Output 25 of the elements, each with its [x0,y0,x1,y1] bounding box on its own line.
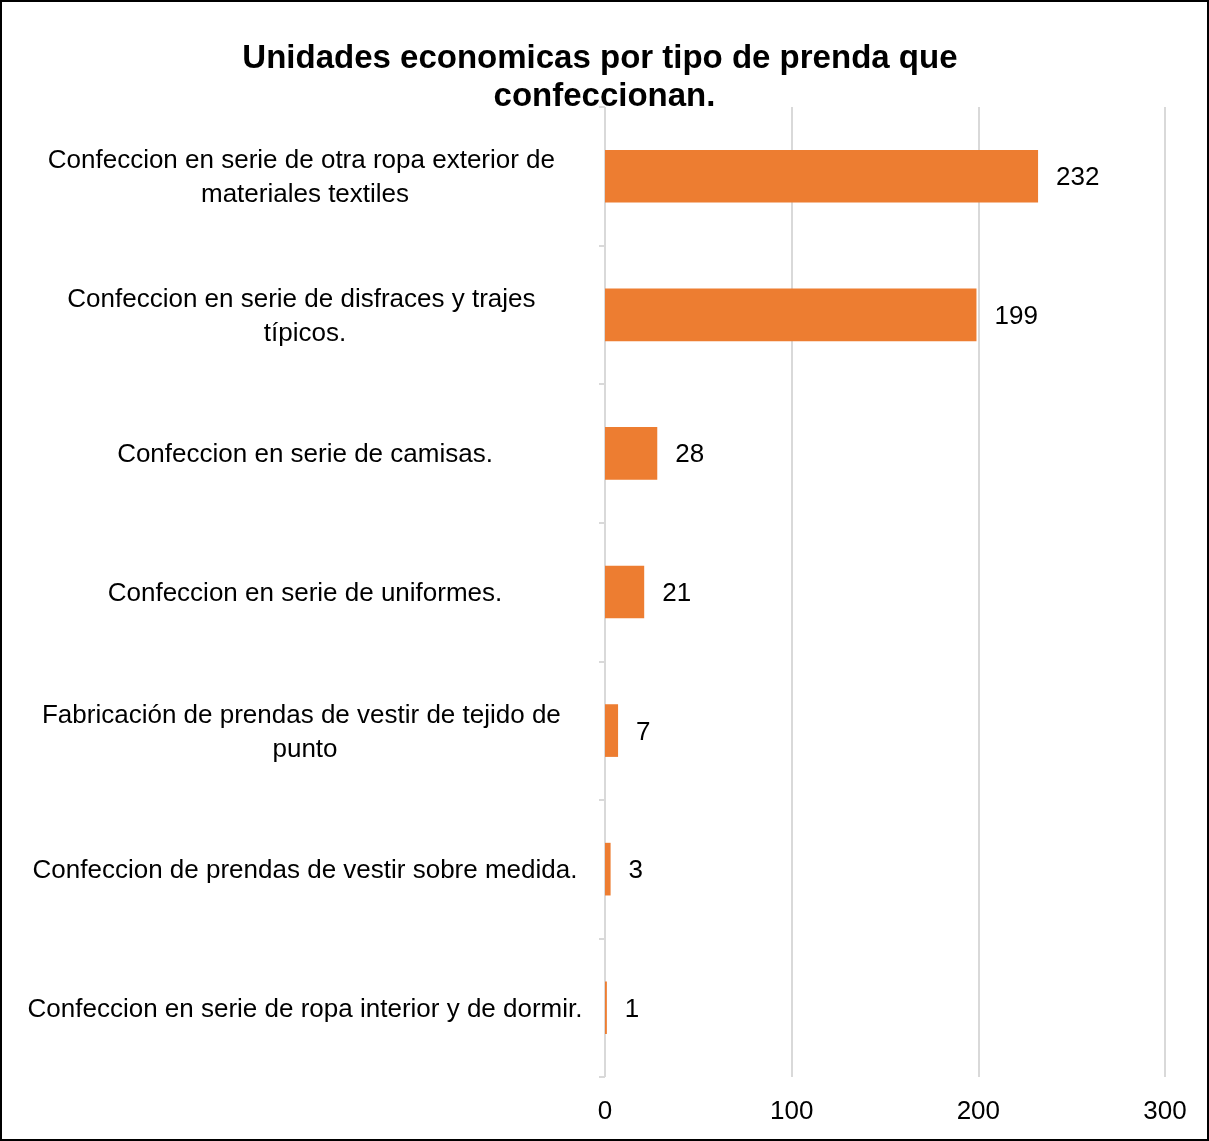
bar [605,704,619,757]
y-tick-label: Confeccion en serie de uniformes. [107,577,503,607]
bar [605,149,1039,203]
data-label: 7 [636,715,651,746]
data-label: 3 [628,854,644,885]
data-label: 232 [1056,161,1100,192]
data-label: 1 [624,992,640,1023]
y-tick-label: Fabricación de prendas de vestir de tejido de punto [41,698,569,763]
bar [605,565,645,619]
bar [605,842,611,896]
y-tick-label: Confeccion en serie de otra ropa exterior de materiales textiles [47,144,563,209]
x-tick-label: 100 [769,1095,814,1125]
y-tick-label: Confeccion de prendas de vestir sobre medida. [32,854,578,885]
chart-title: Unidades economicas por tipo de prenda que confeccionan. [242,37,967,113]
x-tick-label: 0 [597,1095,613,1125]
data-label: 28 [675,438,705,469]
x-tick-label: 300 [1143,1095,1187,1125]
x-tick-label: 200 [956,1095,1001,1125]
y-tick-label: Confeccion en serie de camisas. [117,438,493,469]
data-label: 199 [994,299,1038,330]
y-tick-label: Confeccion en serie de ropa interior y de dormir. [27,992,583,1023]
data-label: 21 [662,577,692,607]
bar [605,427,658,480]
bar [605,288,977,342]
y-tick-label: Confeccion en serie de disfraces y trajes típicos. [67,282,543,347]
